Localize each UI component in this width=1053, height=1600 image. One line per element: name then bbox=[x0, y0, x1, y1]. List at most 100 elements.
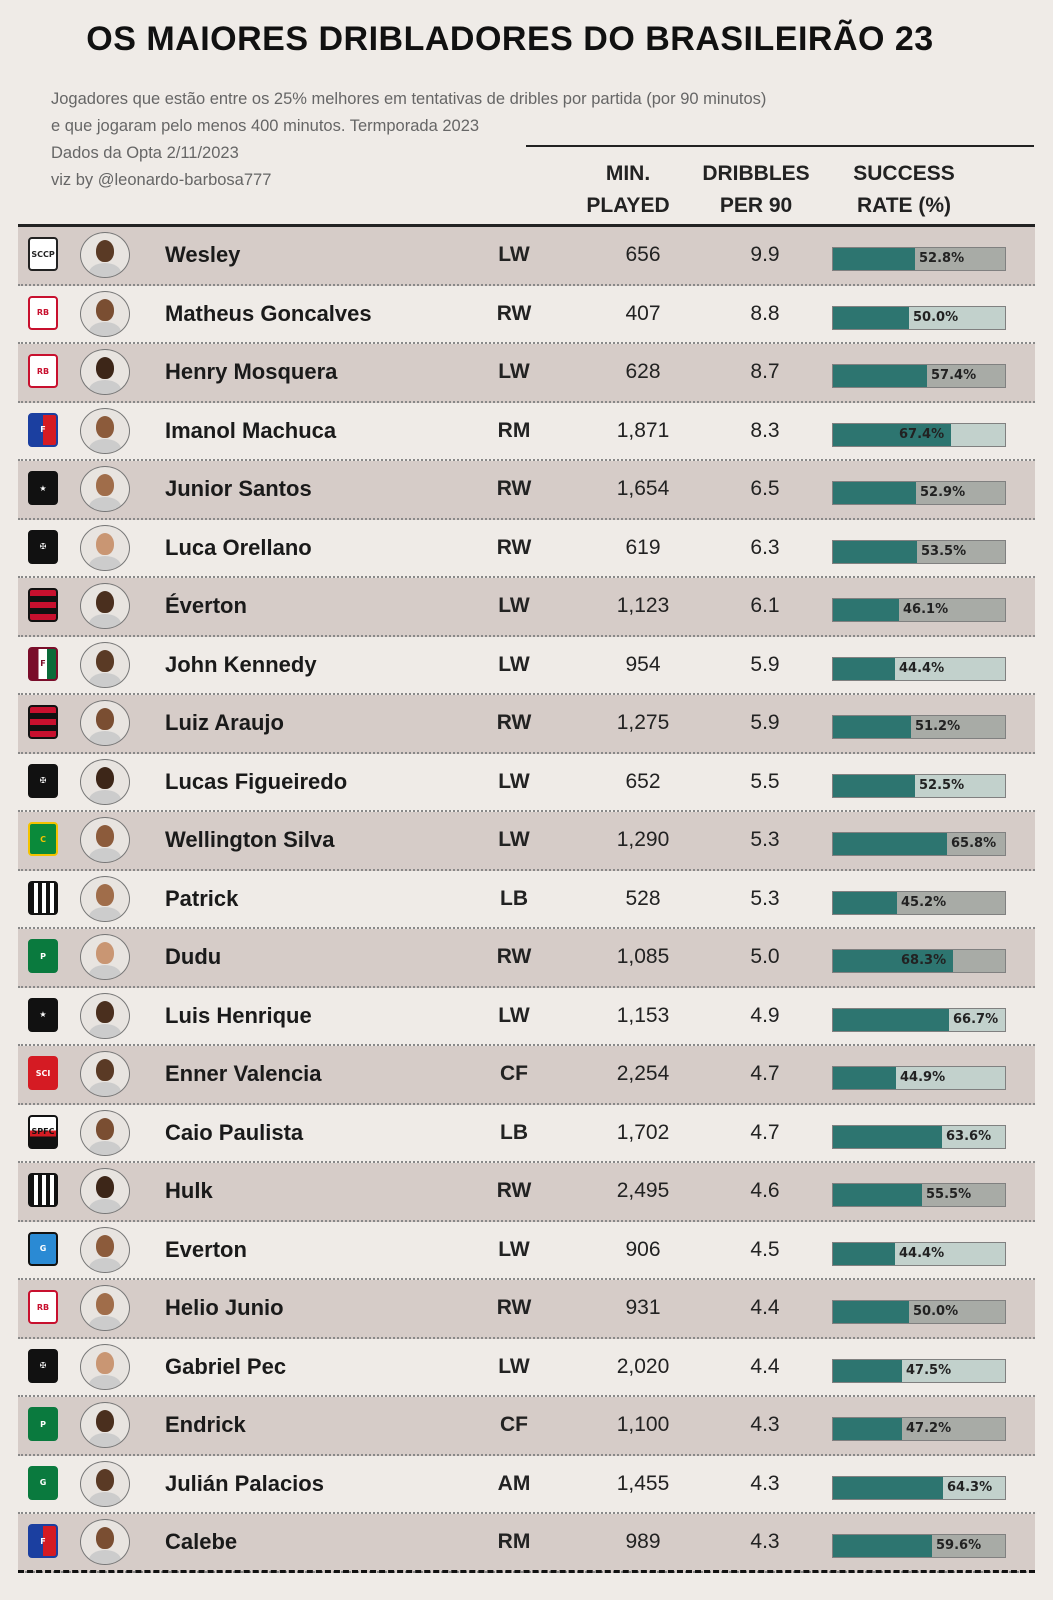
avatar-head-shape bbox=[96, 1293, 114, 1315]
dribbles-per-90: 5.0 bbox=[750, 945, 780, 968]
success-rate-label: 63.6% bbox=[946, 1128, 992, 1144]
club-badge-icon: RB bbox=[28, 1290, 58, 1324]
avatar-head-shape bbox=[96, 1176, 114, 1198]
dribbles-per-90: 4.5 bbox=[750, 1237, 780, 1261]
club-badge-icon: SCCP bbox=[28, 237, 58, 271]
success-rate-label: 59.6% bbox=[936, 1538, 982, 1553]
player-name: Luca Orellano bbox=[165, 534, 312, 560]
avatar-shoulders-shape bbox=[89, 1491, 121, 1506]
player-name: Everton bbox=[165, 1236, 247, 1262]
dribbles-per-90: 8.7 bbox=[750, 360, 780, 383]
success-rate-bar-fill bbox=[833, 1535, 932, 1557]
table-row: RB Matheus Goncalves RW 407 8.8 50.0% bbox=[18, 285, 1035, 344]
avatar-shoulders-shape bbox=[89, 1023, 121, 1038]
player-photo-avatar bbox=[80, 1109, 130, 1156]
table-row: Patrick LB 528 5.3 45.2% bbox=[18, 870, 1035, 929]
success-rate-bar-fill bbox=[833, 248, 915, 270]
success-rate-label: 66.7% bbox=[953, 1011, 999, 1027]
player-name: Luis Henrique bbox=[165, 1002, 312, 1028]
avatar-head-shape bbox=[96, 766, 114, 789]
success-rate-label: 50.0% bbox=[913, 309, 959, 325]
success-rate-bar-fill bbox=[833, 1125, 942, 1148]
player-photo-avatar bbox=[80, 817, 130, 863]
success-rate-bar: 52.9% bbox=[832, 481, 1006, 505]
player-name: Wellington Silva bbox=[165, 827, 335, 852]
success-rate-bar: 46.1% bbox=[832, 598, 1006, 622]
player-position: RM bbox=[497, 1530, 531, 1553]
success-rate-bar-fill bbox=[833, 423, 951, 446]
player-photo-avatar bbox=[80, 466, 130, 512]
page-title: OS MAIORES DRIBLADORES DO BRASILEIRÃO 23 bbox=[86, 20, 934, 58]
dribbles-per-90: 4.6 bbox=[750, 1179, 780, 1202]
player-position: LB bbox=[500, 1120, 528, 1144]
player-position: RW bbox=[496, 1179, 532, 1202]
minutes-played: 1,290 bbox=[616, 828, 670, 851]
player-name: Hulk bbox=[165, 1178, 213, 1203]
avatar-head-shape bbox=[96, 1527, 114, 1549]
player-position: LW bbox=[498, 1003, 530, 1027]
minutes-played: 906 bbox=[625, 1237, 661, 1261]
dribbles-per-90: 5.9 bbox=[750, 711, 780, 734]
club-badge-icon: F bbox=[28, 1524, 58, 1558]
avatar-shoulders-shape bbox=[89, 263, 121, 277]
player-name: Helio Junio bbox=[165, 1295, 284, 1320]
avatar-head-shape bbox=[96, 1059, 114, 1081]
success-rate-bar-fill bbox=[833, 1418, 902, 1440]
success-rate-bar-fill bbox=[833, 950, 953, 972]
avatar-shoulders-shape bbox=[89, 497, 121, 511]
player-name: Lucas Figueiredo bbox=[165, 768, 348, 794]
success-rate-bar: 50.0% bbox=[832, 305, 1006, 330]
avatar-shoulders-shape bbox=[89, 1374, 121, 1389]
club-badge-icon: F bbox=[28, 646, 58, 681]
dribbles-per-90: 5.5 bbox=[750, 769, 780, 793]
col-header-success-line2: RATE (%) bbox=[856, 194, 952, 217]
dribbles-per-90: 4.3 bbox=[750, 1530, 780, 1553]
success-rate-label: 52.5% bbox=[919, 777, 965, 793]
success-rate-bar: 45.2% bbox=[832, 890, 1006, 915]
success-rate-label: 68.3% bbox=[901, 953, 947, 968]
player-photo-avatar bbox=[80, 1343, 130, 1390]
player-name: Junior Santos bbox=[165, 476, 312, 501]
club-badge-icon: F bbox=[28, 412, 58, 447]
table-row: F Imanol Machuca RM 1,871 8.3 67.4% bbox=[18, 402, 1035, 461]
table-row: P Dudu RW 1,085 5.0 68.3% bbox=[18, 929, 1035, 988]
success-rate-label: 50.0% bbox=[913, 1304, 959, 1319]
avatar-shoulders-shape bbox=[89, 1433, 121, 1447]
avatar-head-shape bbox=[96, 1117, 114, 1140]
dribbles-per-90: 4.7 bbox=[750, 1062, 780, 1085]
avatar-shoulders-shape bbox=[89, 555, 121, 570]
player-position: CF bbox=[500, 1062, 528, 1085]
minutes-played: 2,020 bbox=[616, 1354, 670, 1378]
avatar-head-shape bbox=[96, 883, 114, 906]
club-badge-icon bbox=[28, 1173, 58, 1207]
player-photo-avatar bbox=[80, 1051, 130, 1097]
success-rate-label: 44.4% bbox=[899, 660, 945, 676]
player-position: LW bbox=[498, 652, 530, 676]
success-rate-bar: 44.4% bbox=[832, 1241, 1006, 1266]
player-name: Dudu bbox=[165, 944, 222, 969]
player-photo-avatar bbox=[80, 407, 130, 454]
minutes-played: 628 bbox=[625, 360, 661, 383]
avatar-head-shape bbox=[96, 474, 114, 496]
player-photo-avatar bbox=[80, 290, 130, 337]
dribbles-per-90: 6.5 bbox=[750, 477, 780, 500]
player-name: Calebe bbox=[165, 1529, 238, 1554]
club-badge-icon: ★ bbox=[28, 471, 58, 505]
col-header-success-line1: SUCCESS bbox=[853, 162, 955, 185]
success-rate-bar-fill bbox=[833, 1359, 902, 1382]
success-rate-bar: 55.5% bbox=[832, 1183, 1006, 1207]
player-name: Luiz Araujo bbox=[165, 710, 284, 735]
club-badge-icon: P bbox=[28, 939, 58, 973]
table-row: G Julián Palacios AM 1,455 4.3 64.3% bbox=[18, 1455, 1035, 1514]
player-name: Matheus Goncalves bbox=[165, 300, 372, 326]
player-position: RM bbox=[497, 418, 531, 442]
success-rate-label: 57.4% bbox=[931, 368, 977, 383]
minutes-played: 954 bbox=[625, 652, 661, 676]
minutes-played: 1,123 bbox=[616, 594, 670, 617]
minutes-played: 1,085 bbox=[616, 945, 670, 968]
success-rate-bar-fill bbox=[833, 1184, 922, 1206]
subtitle-line-1: Jogadores que estão entre os 25% melhore… bbox=[51, 90, 767, 108]
col-header-minutes-line1: MIN. bbox=[605, 162, 651, 185]
table-row: ✠ Gabriel Pec LW 2,020 4.4 47.5% bbox=[18, 1338, 1035, 1397]
avatar-head-shape bbox=[96, 1410, 114, 1432]
